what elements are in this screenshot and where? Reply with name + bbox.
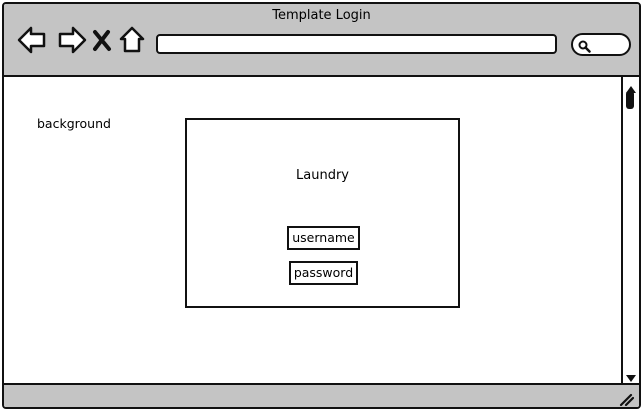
- browser-toolbar: Template Login: [4, 4, 639, 77]
- username-field[interactable]: username: [287, 226, 360, 250]
- forward-arrow-icon[interactable]: [52, 22, 88, 58]
- login-panel-title: Laundry: [296, 168, 349, 183]
- scrollbar-thumb[interactable]: [626, 91, 634, 109]
- search-field[interactable]: [571, 33, 631, 56]
- close-x-icon[interactable]: [90, 22, 114, 58]
- resize-grip-icon[interactable]: [618, 391, 635, 407]
- address-bar[interactable]: [156, 34, 557, 54]
- vertical-scrollbar[interactable]: [621, 77, 639, 383]
- status-bar: [4, 383, 639, 407]
- scroll-down-arrow-icon[interactable]: [625, 369, 637, 382]
- login-panel: Laundry username password: [185, 118, 460, 308]
- back-arrow-icon[interactable]: [16, 22, 52, 58]
- search-icon: [578, 38, 591, 53]
- home-icon[interactable]: [118, 22, 146, 58]
- page-content: background Laundry username password: [4, 77, 621, 381]
- scroll-up-arrow-icon[interactable]: [625, 79, 637, 93]
- window-title: Template Login: [272, 8, 371, 23]
- password-field[interactable]: password: [289, 261, 358, 285]
- background-label: background: [37, 116, 111, 131]
